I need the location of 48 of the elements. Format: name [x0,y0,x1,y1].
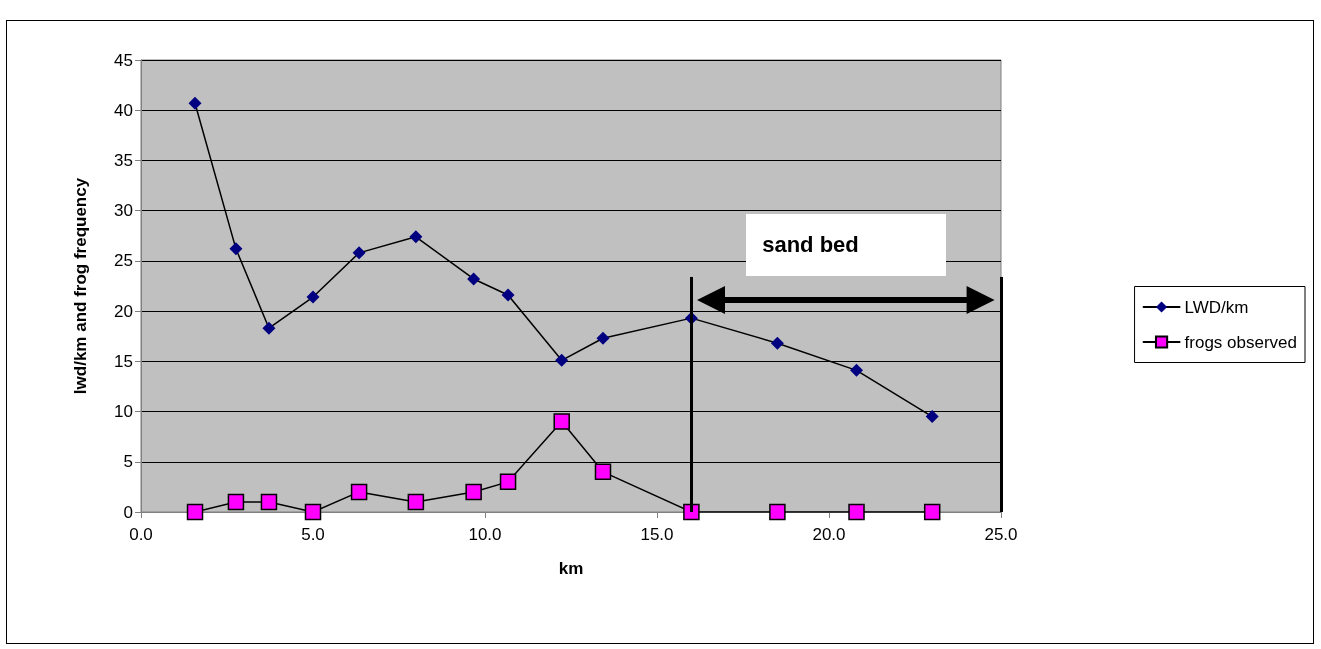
point [260,493,278,511]
y-axis-title: lwd/km and frog frequency [71,177,90,395]
y-tick-label: 40 [114,100,133,120]
point [409,230,423,244]
point [555,353,569,367]
point [467,272,481,286]
point [553,413,570,430]
x-tick-label: 5.0 [301,525,325,544]
x-tick-label: 15.0 [640,525,674,544]
point [596,331,610,345]
y-tick-label: 25 [114,251,133,271]
annotation: sand bed [762,231,859,258]
point [923,503,941,521]
legend-label: LWD/km [1184,297,1249,317]
legend-label: frogs observed [1184,332,1297,352]
x-tick-label: 10.0 [468,525,502,544]
y-tick-label: 15 [114,351,133,371]
point [350,483,368,501]
point [499,473,517,491]
point [352,246,366,260]
y-tick-label: 45 [114,50,133,70]
point [262,321,276,335]
y-tick-label: 35 [114,150,133,170]
point [770,336,784,350]
point [465,483,482,501]
point [769,503,786,521]
y-tick-label: 0 [123,502,133,522]
point [188,96,202,110]
point [594,463,612,481]
x-tick-label: 20.0 [812,525,846,544]
point [407,493,425,511]
y-tick-label: 20 [114,301,133,321]
point [850,363,864,377]
x-axis-title: km [558,559,584,578]
point [304,503,322,521]
point [848,503,865,521]
point [229,242,243,256]
point [306,290,320,304]
x-tick-label: 0.0 [129,525,153,544]
point [501,288,515,302]
point [683,503,700,521]
point [186,503,204,521]
y-tick-label: 10 [114,402,133,422]
point [925,410,939,424]
point [227,493,245,511]
y-tick-label: 5 [123,452,133,472]
x-tick-label: 25.0 [984,525,1018,544]
y-tick-label: 30 [114,201,133,221]
